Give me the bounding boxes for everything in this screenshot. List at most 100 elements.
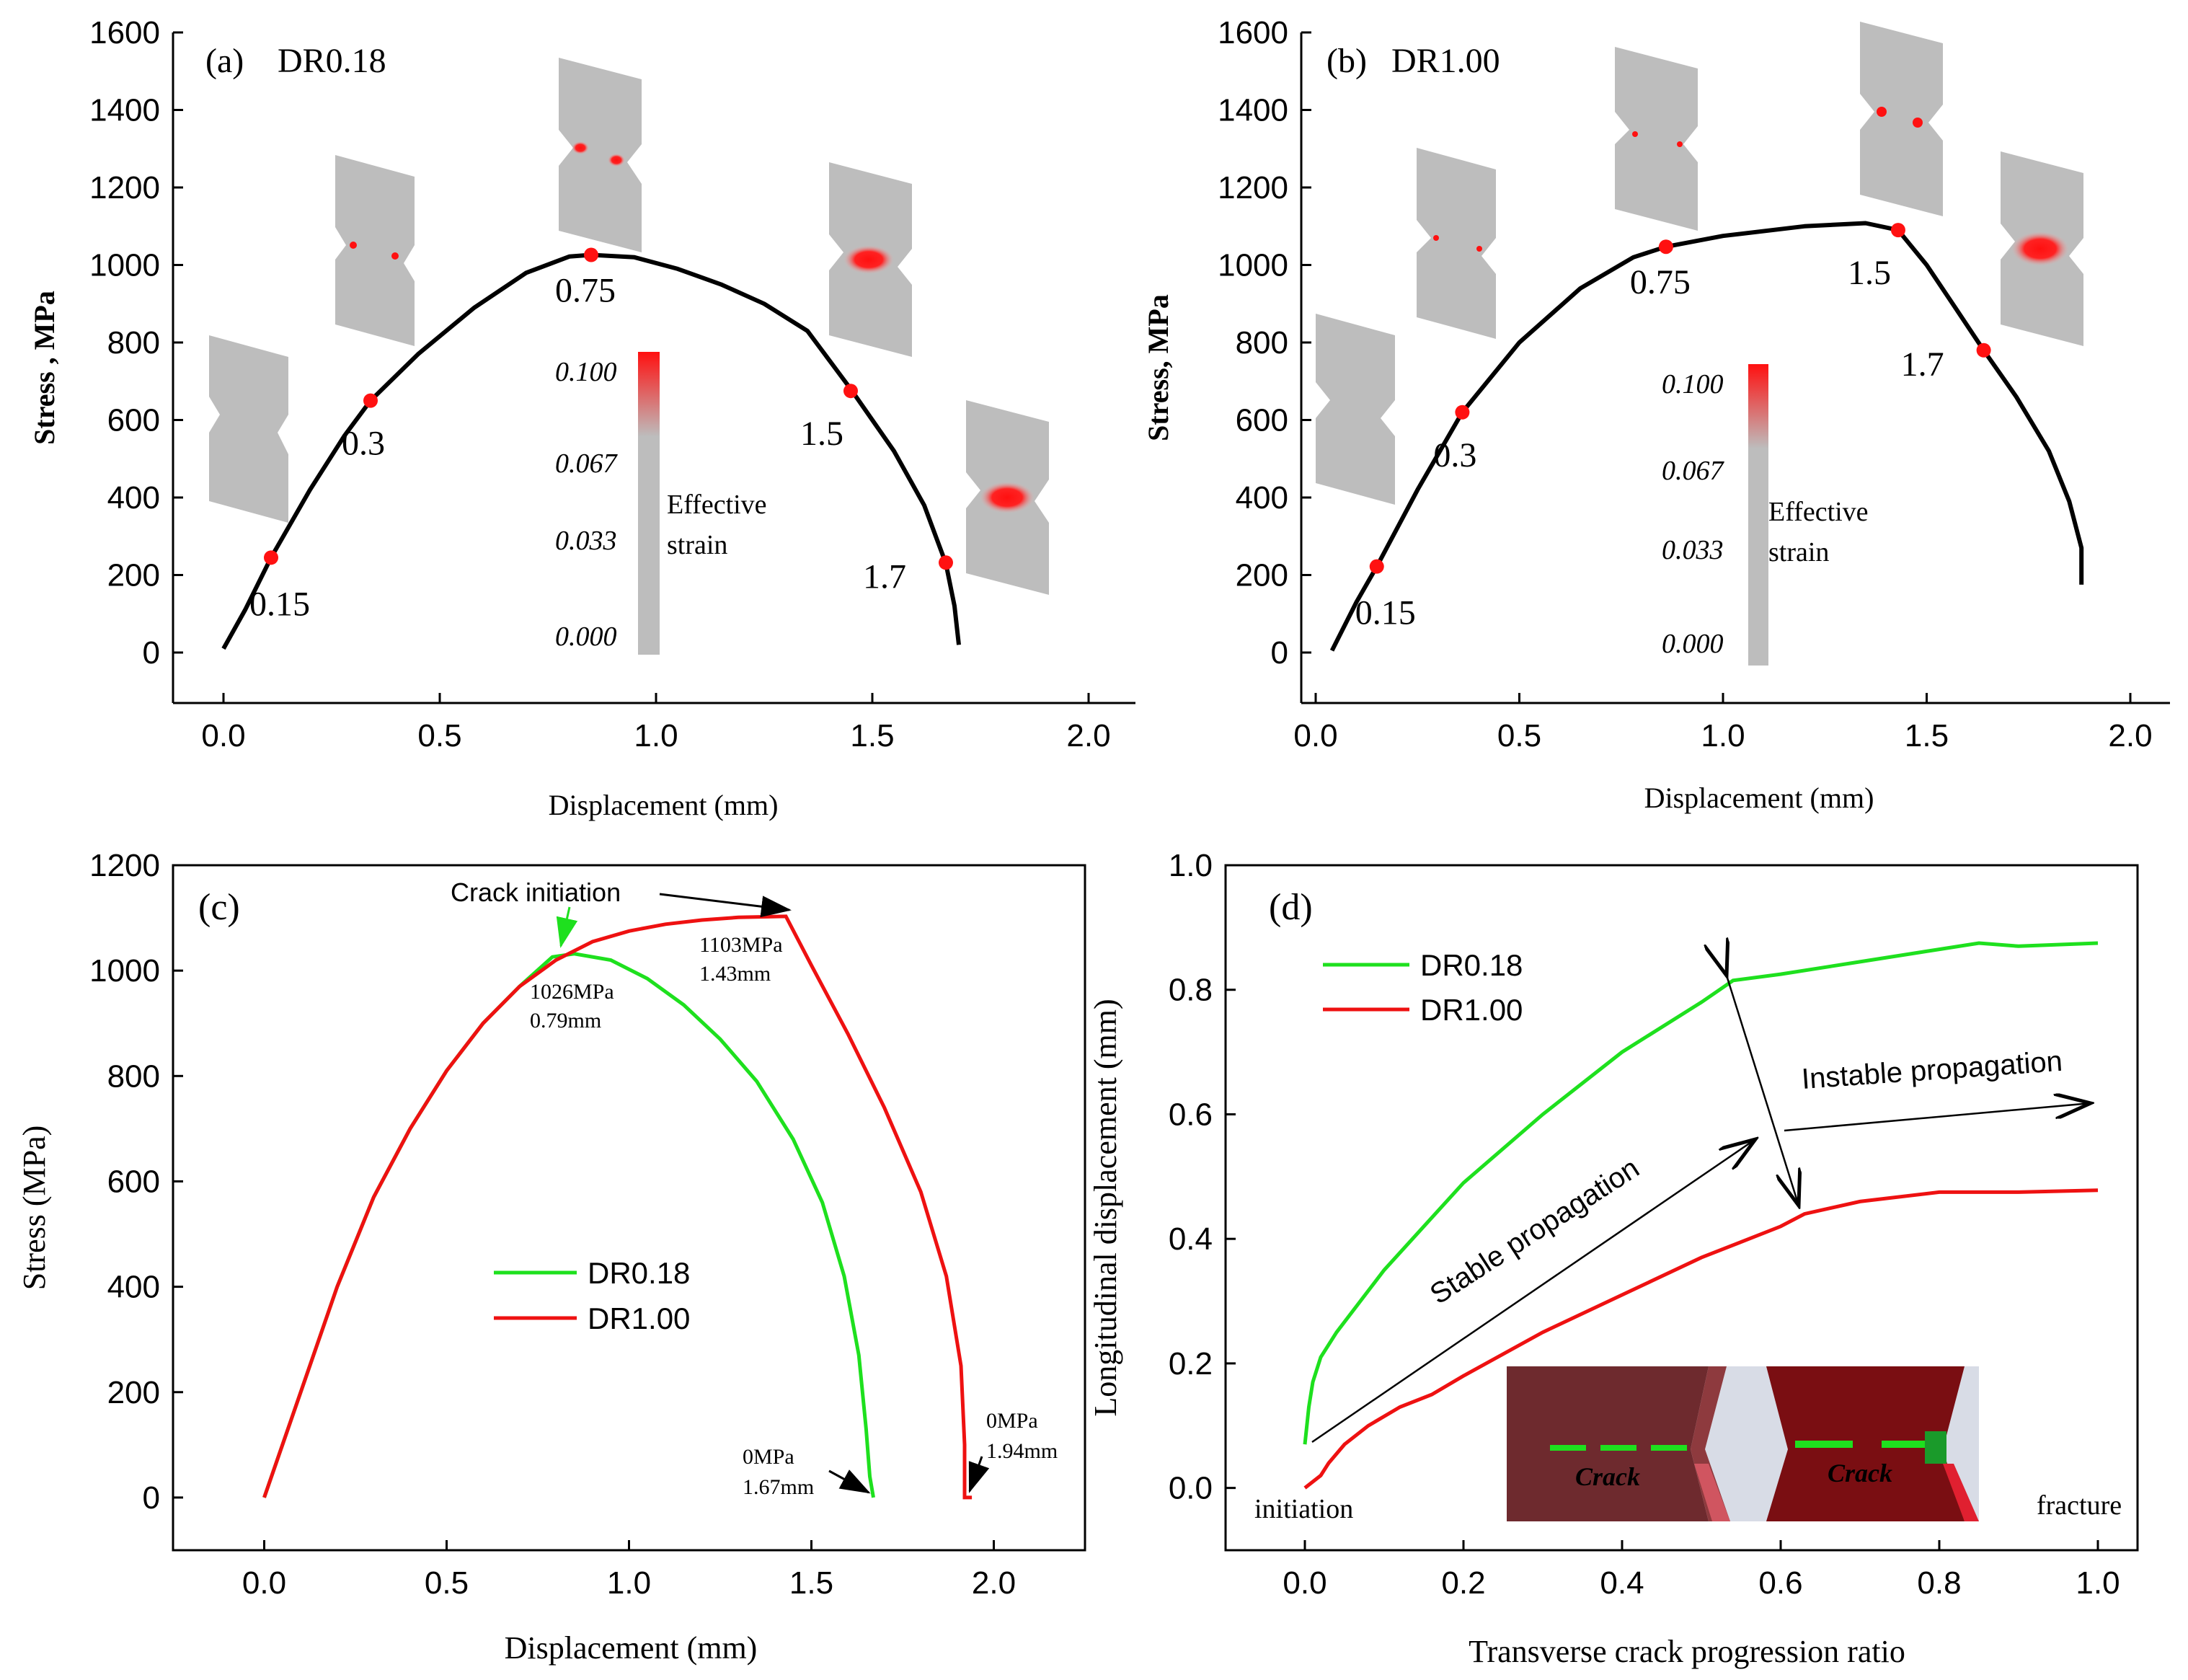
svg-text:0.067: 0.067 — [1662, 456, 1725, 486]
y-tick-label: 600 — [1236, 403, 1288, 438]
crack-initiation-label: Crack initiation — [451, 877, 621, 907]
panel-d-y-label: Longitudinal displacement (mm) — [1088, 999, 1123, 1416]
panel-d-legend: DR0.18 DR1.00 — [1323, 948, 1523, 1027]
y-tick-label: 1000 — [1218, 248, 1288, 283]
panel-c-x-ticks: 0.0 0.5 1.0 1.5 2.0 — [242, 1540, 1016, 1601]
y-tick-label: 1600 — [89, 15, 160, 50]
panel-a-title: DR0.18 — [278, 42, 386, 80]
panel-d-y-ticks: 0.0 0.2 0.4 0.6 0.8 1.0 — [1169, 848, 1236, 1506]
x-tick-label: 2.0 — [972, 1565, 1016, 1601]
panel-c-label: (c) — [198, 887, 240, 928]
specimen-inset-b2 — [1417, 148, 1496, 339]
svg-text:strain: strain — [667, 530, 727, 560]
panel-a-markers: 0.15 0.3 0.75 1.5 1.7 — [249, 247, 953, 623]
marker-point — [1976, 342, 1991, 358]
marker-label: 0.15 — [1355, 594, 1416, 632]
red-end-disp: 1.94mm — [986, 1439, 1058, 1463]
marker-label: 1.5 — [800, 415, 843, 453]
y-tick-label: 600 — [107, 403, 160, 438]
specimen-inset-a3 — [559, 58, 642, 252]
svg-text:0.033: 0.033 — [555, 526, 617, 556]
panel-c-curve-dr018 — [262, 952, 875, 1498]
svg-text:DR1.00: DR1.00 — [1420, 993, 1523, 1027]
specimen-inset-a2 — [335, 155, 415, 346]
panel-a-y-ticks: 0 200 400 600 800 1000 1200 1400 1600 — [89, 15, 183, 671]
y-tick-label: 200 — [107, 558, 160, 593]
panel-b-title: DR1.00 — [1391, 42, 1500, 80]
y-tick-label: 1600 — [1218, 15, 1288, 50]
svg-text:Effective: Effective — [1768, 497, 1869, 527]
y-tick-label: 200 — [107, 1375, 160, 1410]
specimen-inset-b1 — [1316, 314, 1395, 505]
panel-d-frame — [1224, 864, 2139, 1552]
marker-label: 0.3 — [1433, 436, 1476, 474]
svg-text:0.033: 0.033 — [1662, 535, 1724, 565]
y-tick-label: 0.6 — [1169, 1097, 1213, 1132]
y-tick-label: 1.0 — [1169, 848, 1213, 883]
specimen-inset-a5 — [966, 400, 1049, 595]
panel-b-x-ticks: 0.0 0.5 1.0 1.5 2.0 — [1293, 693, 2153, 753]
panel-a-label: (a) — [205, 42, 244, 80]
specimen-inset-b4 — [1860, 22, 1943, 216]
panel-a-x-label: Displacement (mm) — [549, 789, 779, 821]
marker-point — [584, 247, 598, 262]
marker-label: 1.7 — [863, 557, 906, 596]
marker-point — [1369, 559, 1384, 574]
x-tick-label: 2.0 — [1066, 718, 1110, 753]
svg-text:0.000: 0.000 — [555, 622, 617, 652]
specimen-inset-a4 — [829, 162, 912, 357]
marker-point — [363, 393, 378, 408]
panel-d-curve-dr100 — [1303, 1188, 2099, 1490]
marker-label: 0.3 — [342, 425, 385, 463]
marker-label: 1.5 — [1848, 254, 1891, 292]
marker-point — [1658, 239, 1673, 255]
y-tick-label: 800 — [107, 1058, 160, 1094]
crack-arrow-green — [556, 906, 578, 948]
panel-d: 0.0 0.2 0.4 0.6 0.8 1.0 0.0 0.2 0.4 0.6 0.8 1.0 (d… — [1088, 848, 2139, 1669]
panel-b-x-label: Displacement (mm) — [1644, 782, 1874, 814]
y-tick-label: 1000 — [89, 248, 160, 283]
x-tick-label: 0.5 — [417, 718, 461, 753]
green-end-arrow — [828, 1469, 871, 1494]
marker-point — [264, 550, 278, 565]
panel-b-y-ticks: 0 200 400 600 800 1000 1200 1400 1600 — [1218, 15, 1311, 671]
svg-text:Crack: Crack — [1575, 1462, 1640, 1491]
instable-arrow — [1784, 1103, 2091, 1132]
x-tick-label: 1.5 — [850, 718, 894, 753]
x-tick-label: 0.4 — [1600, 1565, 1644, 1601]
x-tick-label: 2.0 — [2108, 718, 2152, 753]
panel-c-curve-dr100 — [262, 914, 973, 1500]
y-tick-label: 0.4 — [1169, 1221, 1213, 1257]
red-peak-stress: 1103MPa — [699, 933, 783, 957]
y-tick-label: 1200 — [1218, 170, 1288, 205]
stable-arrow — [1311, 1139, 1755, 1444]
marker-label: 0.75 — [1630, 263, 1691, 301]
y-tick-label: 0 — [1271, 635, 1288, 671]
y-tick-label: 1400 — [89, 93, 160, 128]
y-tick-label: 0.2 — [1169, 1346, 1213, 1381]
x-tick-label: 0.0 — [1283, 1565, 1326, 1601]
x-tick-label: 0.5 — [1497, 718, 1541, 753]
specimen-inset-b3 — [1615, 47, 1698, 231]
panel-a-x-ticks: 0.0 0.5 1.0 1.5 2.0 — [201, 693, 1111, 753]
panel-c-y-label: Stress (MPa) — [17, 1126, 52, 1291]
fracture-label: fracture — [2037, 1490, 2122, 1521]
marker-point — [1455, 404, 1470, 420]
panel-a-y-label: Stress , MPa — [28, 291, 61, 445]
specimen-inset-b5 — [2001, 151, 2083, 346]
y-tick-label: 0.8 — [1169, 973, 1213, 1008]
panel-a-curve — [221, 252, 961, 650]
x-tick-label: 0.0 — [1293, 718, 1337, 753]
x-tick-label: 0.0 — [201, 718, 245, 753]
y-tick-label: 800 — [1236, 325, 1288, 361]
y-tick-label: 200 — [1236, 558, 1288, 593]
svg-text:0.100: 0.100 — [555, 357, 617, 387]
y-tick-label: 1400 — [1218, 93, 1288, 128]
panel-c-legend: DR0.18 DR1.00 — [494, 1256, 690, 1335]
panel-b-markers: 0.15 0.3 0.75 1.5 1.7 — [1355, 223, 1991, 632]
svg-text:strain: strain — [1768, 537, 1829, 567]
panel-a: 0 200 400 600 800 1000 1200 1400 1600 0.0 0.5 1.0 1… — [28, 15, 1135, 821]
marker-label: 0.15 — [249, 585, 310, 623]
panel-b: 0 200 400 600 800 1000 1200 1400 1600 0.0 0.5 1.0 1… — [1142, 15, 2170, 814]
